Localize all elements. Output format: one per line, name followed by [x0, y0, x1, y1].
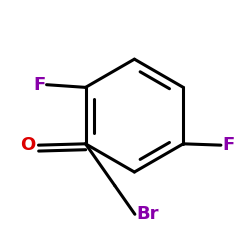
- Text: Br: Br: [136, 205, 159, 223]
- Text: F: F: [222, 136, 234, 154]
- Text: F: F: [33, 76, 45, 94]
- Text: O: O: [20, 136, 36, 154]
